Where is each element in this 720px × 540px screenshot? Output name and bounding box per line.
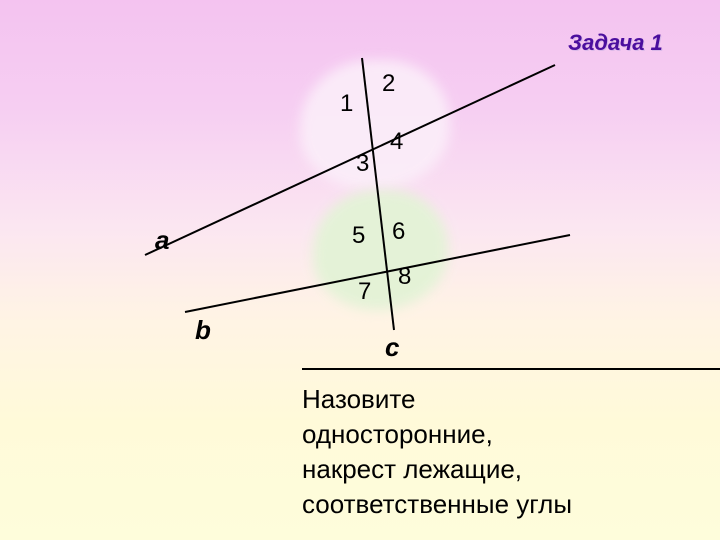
- angle-label-8: 8: [398, 263, 411, 291]
- angle-label-2: 2: [382, 70, 395, 98]
- line-label-b: b: [195, 315, 211, 346]
- angle-label-5: 5: [352, 222, 365, 250]
- angle-label-3: 3: [356, 150, 369, 178]
- angle-label-7: 7: [358, 278, 371, 306]
- line-label-c: c: [385, 332, 399, 363]
- question-underline: [302, 368, 720, 370]
- angle-label-1: 1: [340, 90, 353, 118]
- angle-label-6: 6: [392, 218, 405, 246]
- angle-label-4: 4: [390, 128, 403, 156]
- line-label-a: a: [155, 225, 169, 256]
- line-b: [185, 235, 570, 312]
- question-text: Назовитеодносторонние,накрест лежащие,со…: [302, 382, 572, 522]
